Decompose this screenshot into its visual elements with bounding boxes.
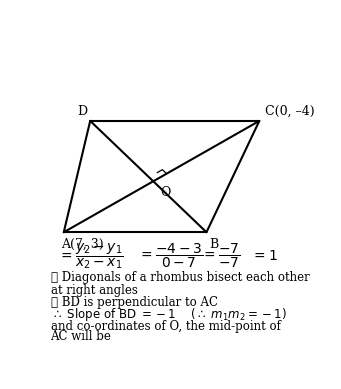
Text: $=\dfrac{y_2-y_1}{x_2-x_1}$: $=\dfrac{y_2-y_1}{x_2-x_1}$: [59, 241, 124, 271]
Text: D: D: [77, 105, 88, 118]
Text: B: B: [209, 238, 218, 251]
Text: $\therefore$ Slope of BD $= -1$    ($\therefore\ m_1m_2 = -1$): $\therefore$ Slope of BD $= -1$ ($\there…: [50, 306, 286, 323]
Text: ∴ BD is perpendicular to AC: ∴ BD is perpendicular to AC: [50, 296, 218, 309]
Text: O: O: [160, 186, 171, 199]
Text: and co-ordinates of O, the mid-point of: and co-ordinates of O, the mid-point of: [50, 320, 280, 333]
Text: at right angles: at right angles: [50, 284, 137, 297]
Text: $=\dfrac{-7}{-7}$: $=\dfrac{-7}{-7}$: [201, 242, 241, 270]
Text: $=\dfrac{-4-3}{0-7}$: $=\dfrac{-4-3}{0-7}$: [138, 242, 203, 270]
Text: $=1$: $=1$: [251, 249, 278, 263]
Text: A(7, 3): A(7, 3): [61, 238, 104, 251]
Text: AC will be: AC will be: [50, 330, 112, 343]
Text: C(0, –4): C(0, –4): [265, 105, 314, 118]
Text: ∴ Diagonals of a rhombus bisect each other: ∴ Diagonals of a rhombus bisect each oth…: [50, 271, 309, 284]
